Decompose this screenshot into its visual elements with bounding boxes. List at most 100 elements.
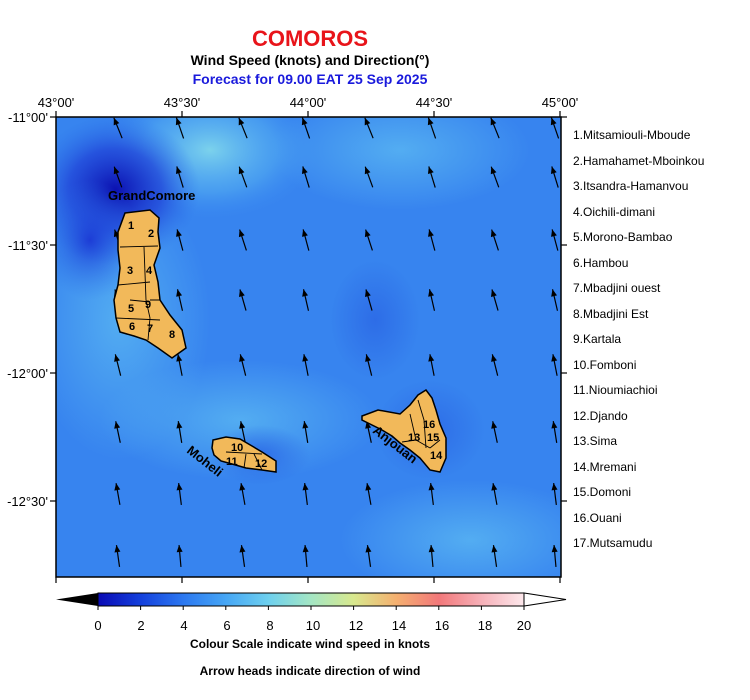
colorbar-gradient bbox=[97, 592, 525, 607]
colorbar bbox=[56, 592, 567, 610]
wind-arrow bbox=[302, 229, 310, 251]
wind-arrow bbox=[428, 229, 436, 251]
forecast-time: Forecast for 09.00 EAT 25 Sep 2025 bbox=[192, 71, 428, 87]
anjouan-island bbox=[361, 388, 447, 473]
region-number: 13 bbox=[408, 432, 420, 444]
wind-arrow bbox=[428, 483, 435, 505]
wind-arrow bbox=[238, 117, 248, 139]
wind-arrow bbox=[302, 544, 309, 568]
cb-tick-label: 14 bbox=[392, 618, 406, 633]
wind-arrow bbox=[491, 545, 498, 567]
region-legend-item: 10.Fomboni bbox=[573, 357, 637, 372]
moheli-island bbox=[211, 436, 277, 473]
wind-arrow bbox=[551, 289, 559, 311]
wind-arrow bbox=[490, 166, 500, 188]
wind-arrow bbox=[550, 166, 559, 188]
region-number: 14 bbox=[430, 450, 443, 462]
wind-arrow bbox=[491, 289, 499, 311]
wind-arrow bbox=[239, 545, 246, 567]
y-tick-label: -11°30' bbox=[8, 238, 48, 253]
map-subtitle: Wind Speed (knots) and Direction(°) bbox=[190, 52, 430, 68]
wind-arrow bbox=[113, 166, 123, 188]
cb-tick-label: 6 bbox=[223, 618, 230, 633]
wind-arrow bbox=[175, 166, 184, 188]
wind-arrow bbox=[302, 483, 309, 505]
region-legend-item: 15.Domoni bbox=[573, 485, 632, 499]
axis-ticks bbox=[50, 111, 567, 583]
wind-arrow bbox=[239, 354, 247, 376]
wind-arrow bbox=[176, 544, 183, 568]
region-legend-item: 1.Mitsamiouli-Mboude bbox=[573, 128, 691, 142]
y-tick-labels: -11°00' -11°30' -12°00' -12°30' bbox=[7, 110, 48, 509]
region-number: 10 bbox=[231, 442, 243, 454]
region-number: 7 bbox=[147, 323, 153, 335]
wind-arrow bbox=[176, 354, 183, 376]
region-number: 9 bbox=[145, 299, 151, 311]
wind-arrow bbox=[364, 166, 374, 188]
cb-tick-label: 10 bbox=[306, 618, 320, 633]
wind-arrow bbox=[550, 117, 560, 139]
region-legend-item: 12.Djando bbox=[573, 408, 628, 423]
cb-tick-label: 18 bbox=[478, 618, 492, 633]
wind-arrow bbox=[301, 117, 311, 139]
wind-arrow bbox=[238, 166, 248, 188]
y-tick-label: -12°00' bbox=[7, 366, 48, 381]
anjouan-region-numbers: 13 14 15 16 bbox=[408, 419, 443, 462]
y-tick-label: -12°30' bbox=[7, 494, 48, 509]
wind-arrow bbox=[491, 483, 498, 505]
wind-arrow bbox=[551, 483, 558, 505]
wind-arrow bbox=[365, 545, 372, 567]
region-number: 8 bbox=[169, 329, 175, 341]
wind-arrows bbox=[113, 117, 560, 568]
region-number: 6 bbox=[129, 321, 135, 333]
region-legend-item: 2.Hamahamet-Mboinkou bbox=[573, 153, 705, 168]
region-legend-item: 4.Oichili-dimani bbox=[573, 204, 656, 219]
wind-arrow bbox=[302, 289, 310, 311]
region-legend-item: 3.Itsandra-Hamanvou bbox=[573, 179, 689, 193]
wind-arrow bbox=[427, 117, 437, 139]
wind-arrow bbox=[239, 289, 247, 311]
region-number: 2 bbox=[148, 228, 154, 240]
wind-arrow bbox=[364, 117, 374, 139]
colorbar-tick-labels: 0 2 4 6 8 10 12 14 16 18 20 bbox=[94, 618, 531, 633]
region-number: 4 bbox=[146, 265, 153, 277]
wind-arrow bbox=[428, 354, 435, 376]
cb-tick-label: 4 bbox=[180, 618, 187, 633]
wind-arrow bbox=[176, 289, 184, 311]
wind-arrow bbox=[365, 289, 373, 311]
cb-tick-label: 0 bbox=[94, 618, 101, 633]
region-number: 12 bbox=[255, 458, 267, 470]
region-legend-item: 8.Mbadjini Est bbox=[573, 306, 649, 321]
wind-arrow bbox=[427, 166, 436, 188]
grand-comore-island bbox=[113, 209, 187, 359]
arrow-note: Arrow heads indicate direction of wind bbox=[199, 664, 421, 678]
x-tick-label: 43°30' bbox=[164, 95, 201, 110]
region-number: 1 bbox=[128, 220, 134, 232]
wind-arrow bbox=[114, 545, 121, 567]
wind-arrow bbox=[491, 354, 499, 376]
wind-arrow bbox=[491, 421, 498, 443]
wind-speed-field bbox=[56, 117, 561, 577]
cb-tick-label: 8 bbox=[266, 618, 273, 633]
x-tick-label: 45°00' bbox=[542, 95, 579, 110]
wind-arrow bbox=[365, 483, 372, 505]
wind-arrow bbox=[302, 354, 309, 376]
map-title: COMOROS bbox=[251, 26, 369, 51]
wind-arrow bbox=[364, 229, 373, 251]
cb-tick-label: 20 bbox=[517, 618, 531, 633]
colorbar-caption: Colour Scale indicate wind speed in knot… bbox=[189, 637, 431, 651]
region-legend-item: 6.Hambou bbox=[573, 255, 629, 270]
wind-arrow bbox=[551, 544, 558, 568]
wind-arrow bbox=[176, 229, 184, 251]
x-tick-label: 43°00' bbox=[38, 95, 75, 110]
wind-arrow bbox=[114, 354, 122, 376]
wind-arrow bbox=[239, 483, 246, 505]
region-number: 11 bbox=[226, 456, 238, 468]
region-legend-item: 7.Mbadjini ouest bbox=[573, 281, 661, 295]
wind-arrow bbox=[302, 421, 309, 443]
x-tick-labels: 43°00' 43°30' 44°00' 44°30' 45°00' bbox=[38, 95, 579, 110]
region-legend-item: 16.Ouani bbox=[573, 510, 622, 525]
wind-arrow bbox=[176, 421, 183, 443]
wind-arrow bbox=[365, 354, 373, 376]
